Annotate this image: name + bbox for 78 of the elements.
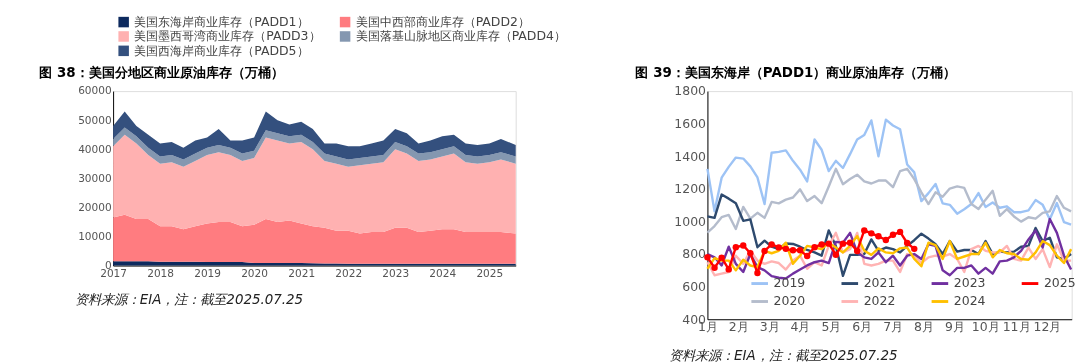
- y-tick-label: 1000: [674, 213, 707, 229]
- legend-label: 2022: [863, 293, 896, 309]
- y-tick-label: 50000: [78, 113, 112, 126]
- point: [725, 266, 732, 273]
- y-tick-label: 20000: [78, 200, 112, 213]
- point: [761, 247, 768, 255]
- x-tick-label: 7月: [883, 319, 904, 335]
- line-series: [706, 167, 1073, 234]
- x-tick-label: 2024: [429, 266, 457, 279]
- chart-title: 图 39：美国东海岸（PADD1）商业原油库存（万桶）: [635, 64, 957, 80]
- x-tick-label: 2023: [382, 266, 410, 279]
- x-tick-label: 2025: [476, 266, 504, 279]
- x-tick-label: 3月: [759, 319, 780, 335]
- text: 资料来源：EIA，注：截至2025.07.25: [74, 291, 304, 307]
- x-tick-label: 2022: [335, 266, 363, 279]
- point: [882, 236, 890, 244]
- point: [911, 245, 918, 253]
- point: [768, 241, 775, 248]
- y-tick-label: 1200: [674, 181, 707, 197]
- x-tick-label: 11月: [1002, 319, 1031, 335]
- point: [903, 239, 911, 247]
- legend-label: 美国墨西哥湾商业库存（PADD3）: [134, 28, 321, 44]
- legend-label: 美国东海岸商业库存（PADD1）: [134, 13, 309, 29]
- point: [796, 247, 804, 254]
- y-tick-label: 600: [682, 278, 707, 294]
- y-tick-label: 40000: [78, 142, 112, 155]
- point: [889, 231, 897, 239]
- x-tick-label: 12月: [1033, 319, 1062, 335]
- y-tick-label: 800: [682, 246, 707, 262]
- point: [846, 239, 854, 247]
- x-tick-label: 10月: [971, 319, 1000, 335]
- line-series: [706, 193, 1073, 278]
- point: [775, 244, 782, 251]
- line-series: [706, 217, 1073, 280]
- point: [718, 254, 725, 261]
- y-tick-label: 60000: [78, 84, 112, 97]
- x-tick-label: 4月: [790, 319, 811, 335]
- point: [825, 240, 832, 247]
- point: [747, 250, 754, 257]
- y-tick-label: 1400: [674, 148, 707, 164]
- y-tick-label: 1600: [674, 116, 707, 132]
- point: [754, 269, 761, 277]
- point: [732, 244, 740, 251]
- x-tick-label: 6月: [852, 319, 873, 335]
- x-tick-label: 8月: [914, 319, 934, 335]
- x-tick-label: 2020: [241, 266, 268, 279]
- point: [853, 247, 861, 255]
- point: [875, 233, 882, 240]
- y-tick-label: 30000: [78, 171, 112, 184]
- x-tick-label: 2021: [288, 266, 316, 279]
- point: [782, 245, 790, 253]
- x-tick-label: 2018: [147, 266, 174, 279]
- legend-label: 美国中西部商业库存（PADD2）: [355, 13, 530, 29]
- point: [811, 244, 818, 251]
- point: [896, 228, 904, 236]
- chart-title: 图 38：美国分地区商业原油库存（万桶）: [39, 64, 284, 80]
- x-tick-label: 2月: [728, 319, 749, 335]
- x-tick-label: 2019: [194, 266, 221, 279]
- point: [789, 247, 797, 254]
- text: 资料来源：EIA，注：截至2025.07.25: [669, 347, 898, 363]
- point: [868, 230, 875, 237]
- point: [711, 264, 718, 271]
- y-tick-label: 10000: [78, 229, 112, 242]
- point: [832, 251, 840, 258]
- point: [803, 252, 811, 260]
- legend-label: 美国西海岸商业库存（PADD5）: [134, 42, 309, 58]
- legend-label: 2024: [953, 293, 986, 309]
- y-tick-label: 1800: [674, 83, 707, 99]
- point: [704, 254, 711, 261]
- point: [740, 242, 747, 249]
- point: [818, 241, 825, 248]
- x-tick-label: 9月: [944, 319, 965, 335]
- legend-label: 2020: [773, 293, 806, 309]
- point: [839, 240, 847, 247]
- x-tick-label: 5月: [821, 319, 842, 335]
- line-series: [706, 118, 1073, 226]
- point: [861, 227, 868, 234]
- legend-label: 美国落基山脉地区商业库存（PADD4）: [355, 28, 566, 44]
